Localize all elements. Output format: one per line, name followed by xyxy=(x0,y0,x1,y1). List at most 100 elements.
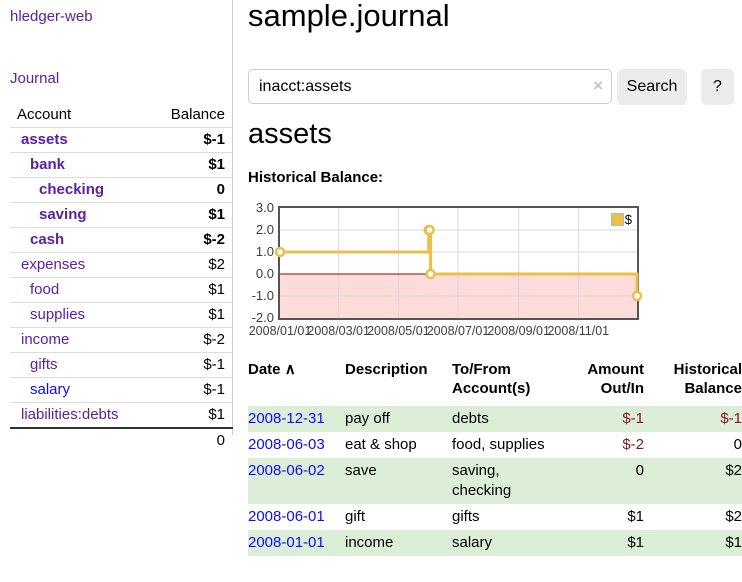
transaction-accounts: debts xyxy=(452,406,580,432)
account-balance: 0 xyxy=(151,177,233,203)
app-title-link[interactable]: hledger-web xyxy=(10,8,93,25)
account-link-cash[interactable]: cash xyxy=(30,231,65,248)
legend-label: $ xyxy=(624,212,632,227)
account-balance: $-2 xyxy=(151,327,233,353)
transaction-amount: $-1 xyxy=(580,406,644,432)
account-balance: $1 xyxy=(151,202,233,228)
accounts-header-row: Account Balance xyxy=(10,103,233,128)
register-row: 2008-06-01 gift gifts $1 $2 xyxy=(248,504,742,530)
account-link-food[interactable]: food xyxy=(30,281,60,298)
x-axis-tick-label: 2008/11/01 xyxy=(547,324,610,338)
accounts-total-balance: 0 xyxy=(151,427,233,453)
x-axis-tick-label: 2008/09/01 xyxy=(487,324,550,338)
accounts-header-account: Account xyxy=(17,106,72,123)
account-link-gifts[interactable]: gifts xyxy=(30,356,58,373)
register-header-amount: Amount Out/In xyxy=(587,361,644,397)
account-row-cash: cash $-2 xyxy=(10,227,233,253)
account-row-salary: salary $-1 xyxy=(10,377,233,403)
account-row-saving: saving $1 xyxy=(10,202,233,228)
account-balance: $1 xyxy=(151,402,233,428)
transaction-date-link[interactable]: 2008-06-02 xyxy=(248,462,325,479)
account-balance: $1 xyxy=(151,152,233,178)
register-header-balance: Historical Balance xyxy=(673,361,742,397)
register-header-date[interactable]: Date ∧ xyxy=(248,358,345,406)
transaction-date-link[interactable]: 2008-01-01 xyxy=(248,534,325,551)
transaction-accounts: gifts xyxy=(452,508,480,525)
account-balance: $-1 xyxy=(151,352,233,378)
x-axis-tick-label: 2008/03/01 xyxy=(307,324,370,338)
transaction-date-link[interactable]: 2008-06-03 xyxy=(248,436,325,453)
y-axis-tick-label: -2.0 xyxy=(251,310,274,325)
transaction-description: save xyxy=(345,458,452,504)
account-row-liabilities-debts: liabilities:debts $1 xyxy=(10,402,233,428)
y-axis-tick-label: 0.0 xyxy=(255,266,274,281)
register-row: 2008-06-02 save saving, checking 0 $2 xyxy=(248,458,742,504)
transaction-accounts: saving, checking xyxy=(452,458,580,504)
account-link-expenses[interactable]: expenses xyxy=(21,256,86,273)
account-link-income[interactable]: income xyxy=(21,331,70,348)
transaction-description: pay off xyxy=(345,406,452,432)
transaction-description: income xyxy=(345,530,452,556)
account-link-assets[interactable]: assets xyxy=(21,131,68,148)
chart-legend: $ xyxy=(610,212,632,227)
account-row-checking: checking 0 xyxy=(10,177,233,203)
account-link-checking[interactable]: checking xyxy=(39,181,105,198)
search-button[interactable]: Search xyxy=(617,69,687,105)
x-axis-tick-label: 2008/01/01 xyxy=(248,324,312,338)
account-row-supplies: supplies $1 xyxy=(10,302,233,328)
account-row-assets: assets $-1 xyxy=(10,127,233,153)
register-header-tofrom: To/From Account(s) xyxy=(452,361,531,397)
y-axis-tick-label: -1.0 xyxy=(251,288,274,303)
accounts-total-row: 0 xyxy=(10,427,233,453)
account-link-liabilities-debts[interactable]: liabilities:debts xyxy=(21,406,119,423)
account-row-income: income $-2 xyxy=(10,327,233,353)
account-row-expenses: expenses $2 xyxy=(10,252,233,278)
sidebar-item-journal[interactable]: Journal xyxy=(10,70,60,87)
account-row-gifts: gifts $-1 xyxy=(10,352,233,378)
transaction-amount: $1 xyxy=(580,530,644,556)
register-table: Date ∧ Description To/From Account(s) Am… xyxy=(248,358,742,556)
transaction-amount: 0 xyxy=(580,458,644,504)
transaction-description: eat & shop xyxy=(345,436,417,453)
account-balance: $1 xyxy=(151,302,233,328)
legend-swatch-icon xyxy=(610,213,624,226)
transaction-accounts: salary xyxy=(452,530,580,556)
account-balance: $-1 xyxy=(151,127,233,153)
accounts-header-balance: Balance xyxy=(170,106,225,123)
transaction-balance: $2 xyxy=(725,508,742,525)
clear-search-icon[interactable]: × xyxy=(593,76,603,95)
chart-plot-area: $ xyxy=(274,206,643,320)
account-link-supplies[interactable]: supplies xyxy=(30,306,86,323)
register-header-date-label: Date xyxy=(248,361,281,378)
y-axis-tick-label: 2.0 xyxy=(255,222,274,237)
search-input[interactable] xyxy=(248,69,612,104)
account-row-bank: bank $1 xyxy=(10,152,233,178)
transaction-balance: $-1 xyxy=(644,406,742,432)
register-header-row: Date ∧ Description To/From Account(s) Am… xyxy=(248,358,742,406)
x-axis-tick-label: 2008/07/01 xyxy=(426,324,490,338)
transaction-accounts: food, supplies xyxy=(452,436,545,453)
transaction-description: gift xyxy=(345,508,366,525)
transaction-amount: $-2 xyxy=(622,436,644,453)
transaction-date-link[interactable]: 2008-12-31 xyxy=(248,410,325,427)
account-link-bank[interactable]: bank xyxy=(30,156,66,173)
y-axis-tick-label: 3.0 xyxy=(255,200,274,215)
account-link-saving[interactable]: saving xyxy=(39,206,87,223)
help-button[interactable]: ? xyxy=(701,69,734,105)
transaction-balance: $2 xyxy=(644,458,742,504)
register-row: 2008-06-03 eat & shop food, supplies $-2… xyxy=(248,432,742,458)
chart-title: Historical Balance: xyxy=(248,169,384,186)
register-header-description: Description xyxy=(345,361,428,378)
main-content: sample.journal × Search ? assets Histori… xyxy=(248,0,742,582)
account-balance: $-2 xyxy=(151,227,233,253)
page-title: sample.journal xyxy=(248,0,450,33)
account-link-salary[interactable]: salary xyxy=(30,381,71,398)
transaction-amount: $1 xyxy=(627,508,644,525)
transaction-balance: 0 xyxy=(733,436,742,453)
y-axis-tick-label: 1.0 xyxy=(255,244,274,259)
transaction-date-link[interactable]: 2008-06-01 xyxy=(248,508,325,525)
x-axis-tick-label: 2008/05/01 xyxy=(367,324,430,338)
sort-ascending-icon: ∧ xyxy=(284,361,296,378)
register-row: 2008-12-31 pay off debts $-1 $-1 xyxy=(248,406,742,432)
chart-svg xyxy=(274,208,643,318)
